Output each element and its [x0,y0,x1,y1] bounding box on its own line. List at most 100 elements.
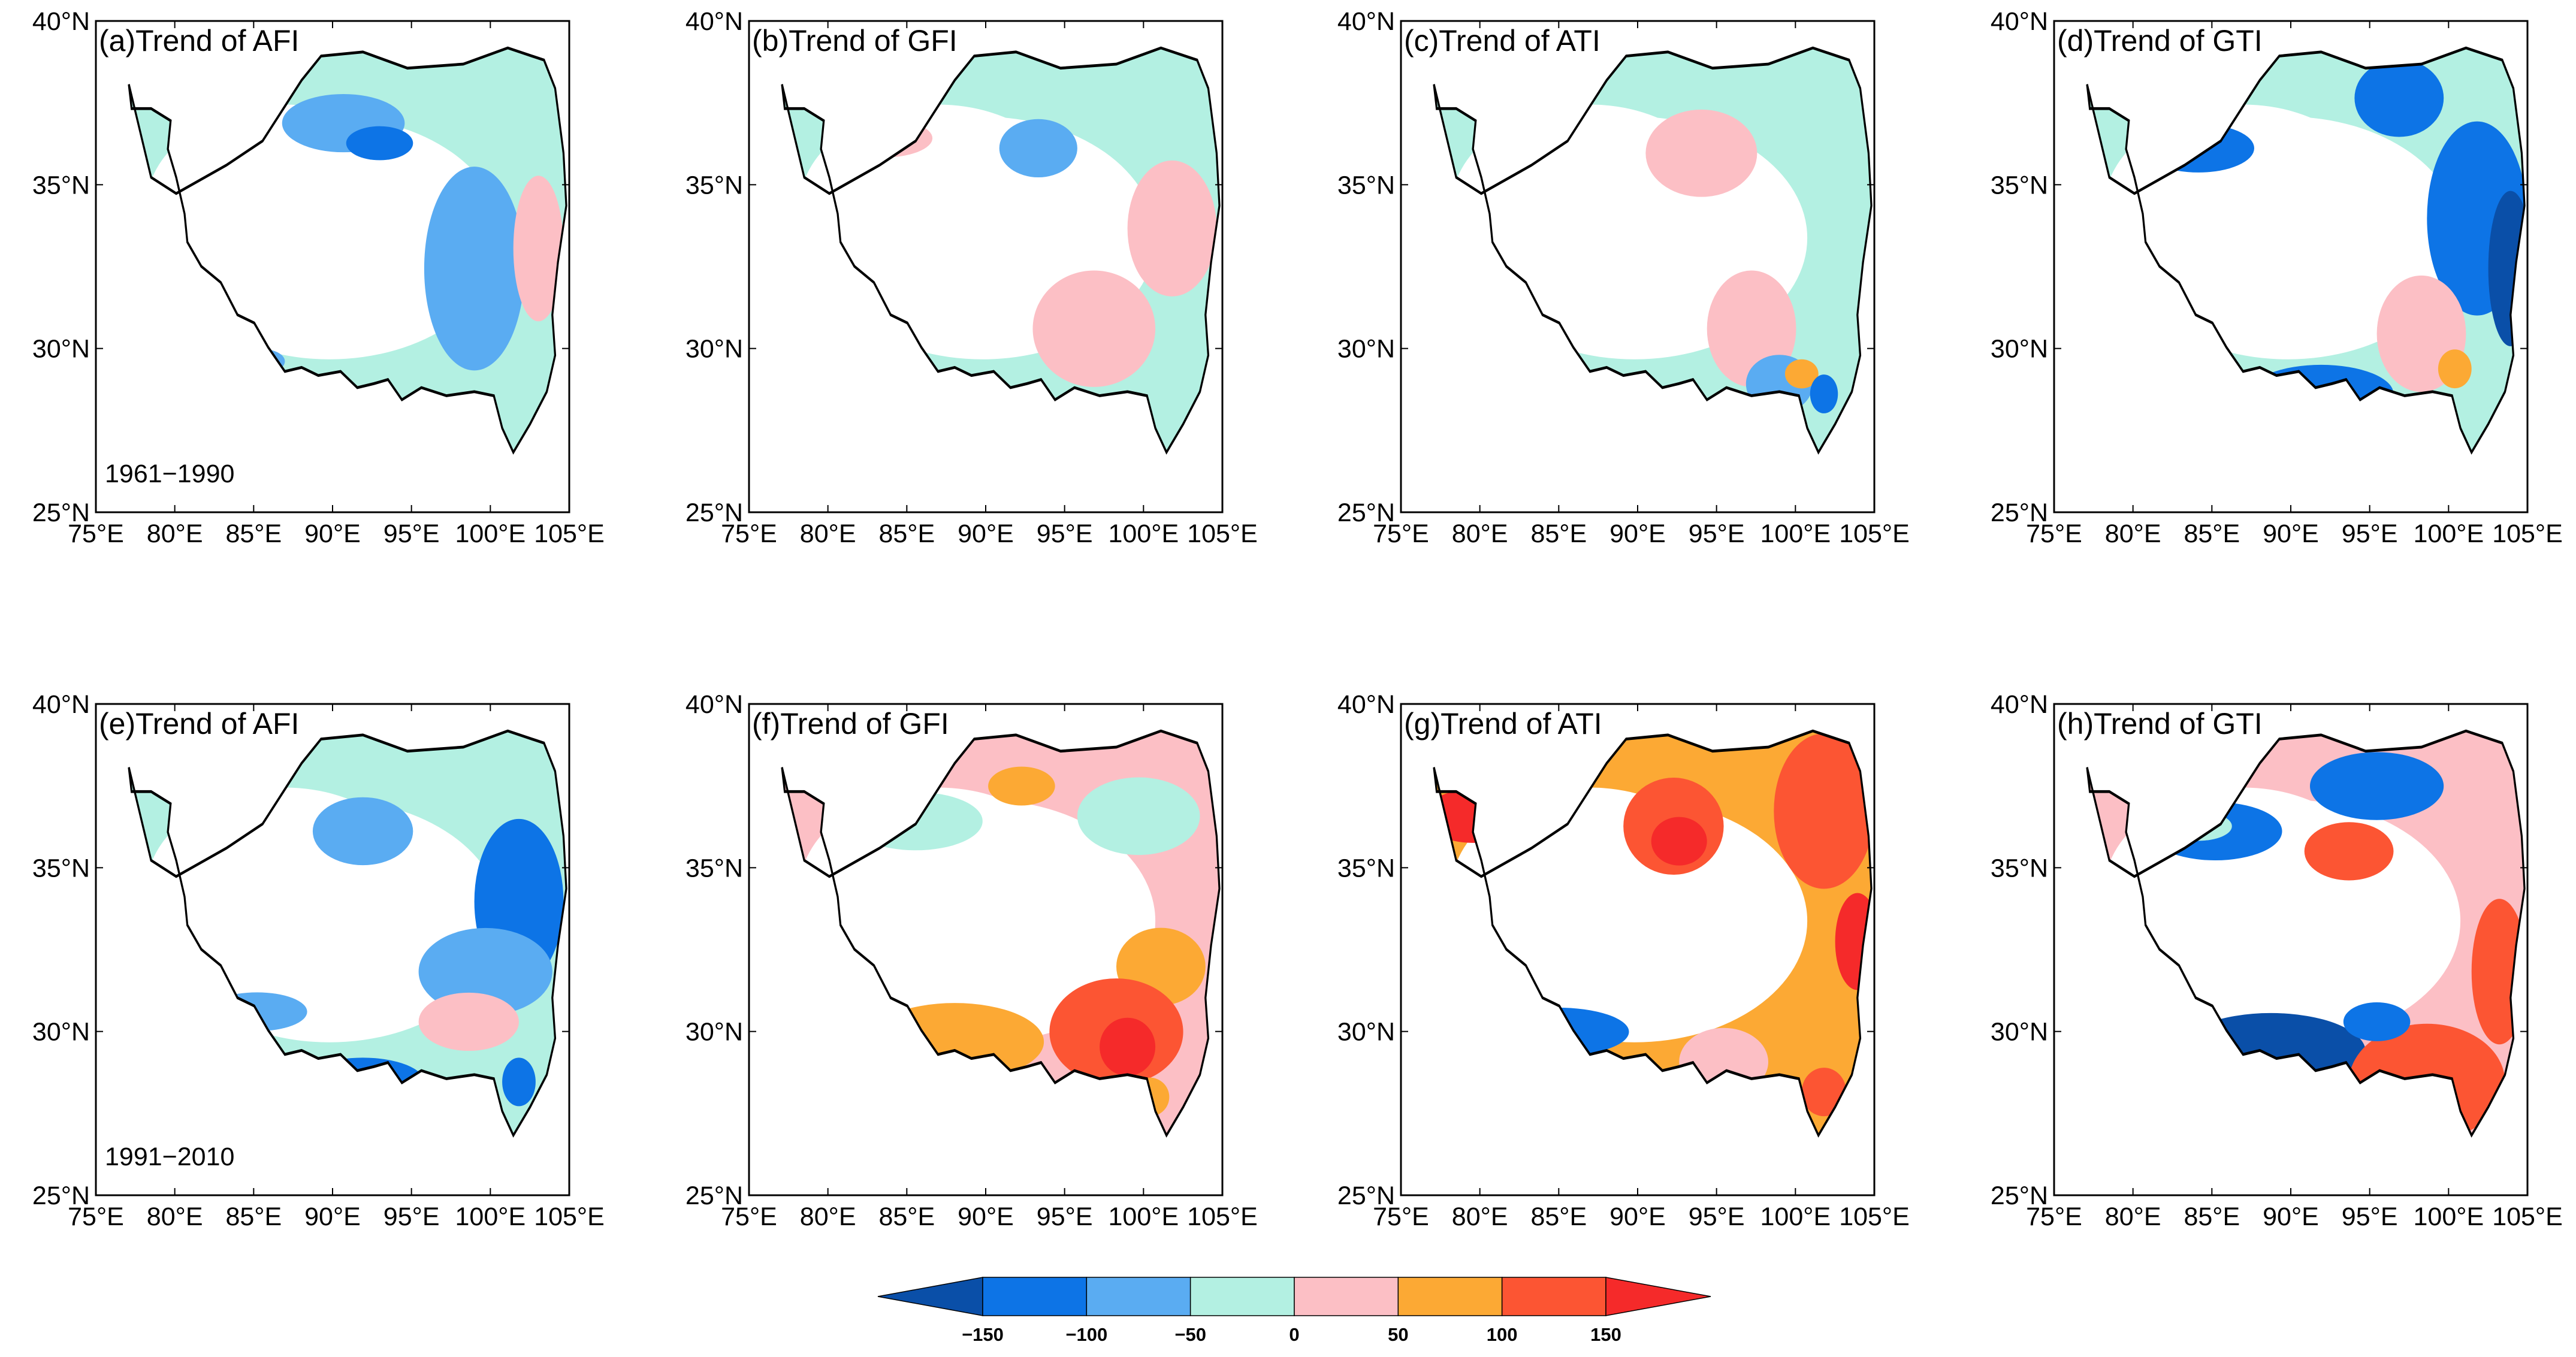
x-tick-label: 90°E [304,519,361,548]
x-tick-label: 105°E [1187,1202,1258,1231]
x-tick-label: 100°E [1760,1202,1831,1231]
panel-title: (c)Trend of ATI [1404,24,1600,58]
trend-patch [346,126,413,161]
x-tick-label: 80°E [800,519,856,548]
x-tick-label: 95°E [383,519,440,548]
y-tick-label: 30°N [1337,1018,1395,1047]
y-tick-label: 30°N [1337,335,1395,364]
y-tick-label: 40°N [685,690,743,719]
trend-patch [1077,777,1200,856]
y-tick-label: 25°N [1337,1181,1395,1210]
colorbar-tick-label: 150 [1590,1324,1621,1345]
y-tick-label: 35°N [685,854,743,882]
x-tick-label: 100°E [2414,519,2484,548]
map-panel: 40°N 35°N 30°N 25°N75°E 80°E 85°E 90°E 95°E 100°… [1337,690,1910,1231]
y-tick-label: 35°N [1337,171,1395,200]
x-tick-label: 100°E [1760,519,1831,548]
trend-patch [1784,359,1819,389]
colorbar-tick-label: 0 [1289,1324,1299,1345]
x-tick-label: 85°E [1530,519,1587,548]
panel-title: (a)Trend of AFI [99,24,299,58]
x-tick-label: 85°E [878,1202,935,1231]
map-panel: 40°N 35°N 30°N 25°N75°E 80°E 85°E 90°E 95°E 100°… [1991,690,2563,1231]
trend-patch [424,167,525,371]
trend-patch [1801,1068,1847,1117]
x-tick-label: 100°E [455,519,526,548]
x-tick-label: 75°E [68,519,124,548]
x-tick-label: 95°E [1689,1202,1745,1231]
y-tick-label: 35°N [1991,171,2048,200]
y-tick-label: 40°N [685,7,743,36]
trend-patch [1774,733,1872,889]
panel-title: (b)Trend of GFI [752,24,958,58]
x-tick-label: 75°E [1373,519,1429,548]
x-tick-label: 90°E [1609,519,1666,548]
colorbar-arrow-min [877,1277,983,1316]
x-tick-label: 95°E [383,1202,440,1231]
y-tick-label: 40°N [32,7,90,36]
trend-patch [1032,270,1156,387]
panel-title: (g)Trend of ATI [1404,707,1602,741]
panel-title: (d)Trend of GTI [2057,24,2263,58]
x-tick-label: 95°E [1689,519,1745,548]
x-tick-label: 105°E [534,519,605,548]
x-tick-label: 105°E [2492,519,2563,548]
x-tick-label: 85°E [1530,1202,1587,1231]
x-tick-label: 85°E [225,1202,282,1231]
map-panel: 40°N 35°N 30°N 25°N75°E 80°E 85°E 90°E 95°E 100°… [685,7,1258,548]
colorbar-segment [1294,1277,1399,1316]
colorbar-tick-label: −50 [1174,1324,1206,1345]
trend-patch [418,927,552,1016]
trend-patch [2310,752,2444,820]
panel-title: (f)Trend of GFI [752,707,949,741]
x-tick-label: 80°E [147,1202,203,1231]
x-tick-label: 95°E [1037,519,1093,548]
period-label: 1991−2010 [105,1143,234,1171]
x-tick-label: 100°E [1109,519,1179,548]
panel-title: (h)Trend of GTI [2057,707,2263,741]
trend-patch [513,176,564,322]
y-tick-label: 40°N [1991,690,2048,719]
x-tick-label: 80°E [2105,1202,2161,1231]
trend-patch [988,766,1055,806]
y-tick-label: 25°N [1991,498,2048,527]
trend-patch [1651,817,1707,866]
x-tick-label: 105°E [1187,519,1258,548]
x-tick-label: 100°E [2414,1202,2484,1231]
x-tick-label: 105°E [2492,1202,2563,1231]
map-panel: 40°N 35°N 30°N 25°N75°E 80°E 85°E 90°E 95°E 100°… [1337,7,1910,548]
trend-patch [2343,1002,2411,1041]
trend-patch [1100,1017,1156,1076]
y-tick-label: 35°N [32,171,90,200]
trend-patch [312,797,413,866]
x-tick-label: 85°E [2184,1202,2240,1231]
map-panel: 40°N 35°N 30°N 25°N75°E 80°E 85°E 90°E 95°E 100°… [32,690,605,1231]
x-tick-label: 80°E [1452,1202,1508,1231]
x-tick-label: 105°E [1839,1202,1910,1231]
y-tick-label: 40°N [1991,7,2048,36]
x-tick-label: 95°E [2342,519,2398,548]
x-tick-label: 75°E [1373,1202,1429,1231]
y-tick-label: 35°N [1337,854,1395,882]
x-tick-label: 105°E [534,1202,605,1231]
x-tick-label: 90°E [1609,1202,1666,1231]
x-tick-label: 75°E [2026,1202,2082,1231]
x-tick-label: 100°E [455,1202,526,1231]
x-tick-label: 75°E [721,1202,777,1231]
trend-patch [1810,374,1838,413]
trend-patch [418,992,520,1051]
x-tick-label: 75°E [68,1202,124,1231]
x-tick-label: 90°E [958,1202,1014,1231]
plateau-map [1423,723,1885,1160]
trend-patch [999,119,1077,177]
x-tick-label: 85°E [2184,519,2240,548]
y-tick-label: 30°N [685,335,743,364]
x-tick-label: 85°E [878,519,935,548]
x-tick-label: 90°E [2263,1202,2319,1231]
x-tick-label: 75°E [721,519,777,548]
y-tick-label: 35°N [32,854,90,882]
trend-patch [502,1057,536,1107]
map-panel: 40°N 35°N 30°N 25°N75°E 80°E 85°E 90°E 95°E 100°… [32,7,605,548]
y-tick-label: 25°N [685,1181,743,1210]
